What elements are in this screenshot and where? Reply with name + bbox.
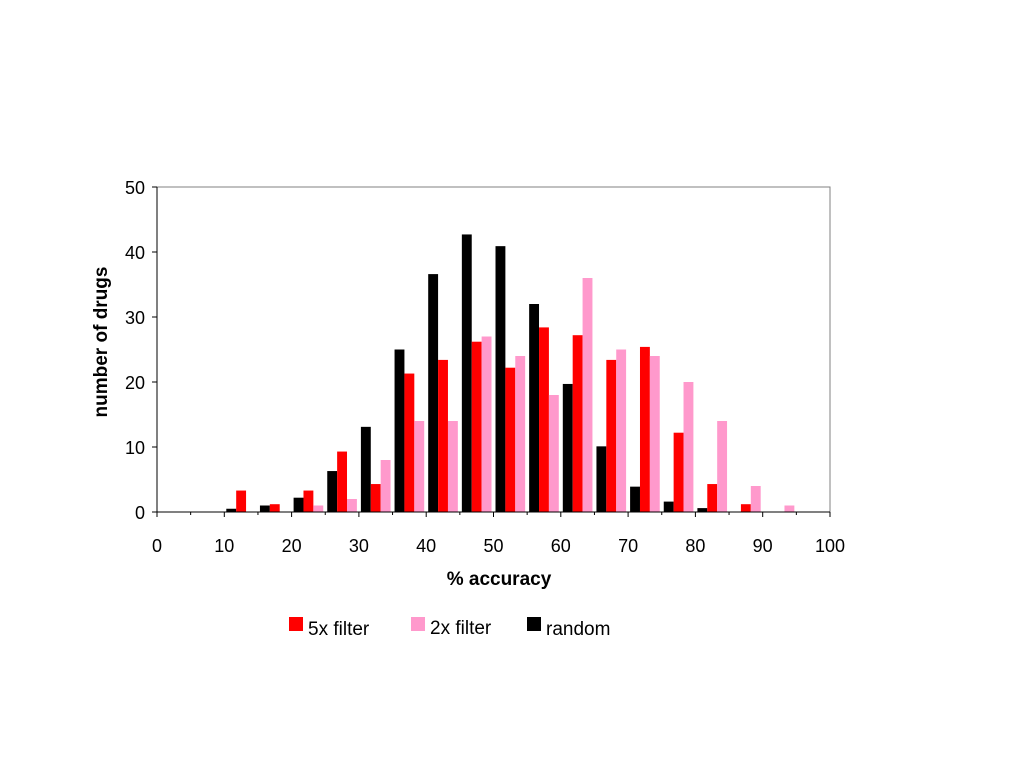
y-tick-label: 50 [125,178,145,198]
bar-5x-filter [740,504,751,512]
bar-random [663,501,674,512]
y-tick-label: 10 [125,438,145,458]
bar-2x-filter [548,395,559,512]
bar-2x-filter [649,356,660,512]
x-tick-label: 90 [753,536,773,556]
y-tick-label: 30 [125,308,145,328]
bar-5x-filter [438,359,448,512]
x-tick-label: 10 [214,536,234,556]
plot-frame [156,186,831,513]
legend-swatch-2x-filter [411,617,425,631]
bar-5x-filter [404,373,415,512]
bar-5x-filter [269,504,280,512]
bar-random [293,497,304,512]
bar-random [360,426,371,512]
x-tick-label: 50 [483,536,503,556]
bar-2x-filter [481,336,492,512]
bar-5x-filter [236,490,247,512]
bar-5x-filter [639,346,650,512]
y-axis-ticks: 0 10 20 30 40 50 [125,178,157,523]
bar-random [226,508,237,512]
x-tick-label: 80 [685,536,705,556]
x-tick-label: 40 [416,536,436,556]
bar-2x-filter [313,505,324,512]
bar-random [630,486,640,512]
bar-5x-filter [505,367,516,512]
bar-5x-filter [303,490,314,512]
bar-random [562,383,573,512]
bar-random [697,508,708,512]
y-tick-label: 20 [125,373,145,393]
bar-2x-filter [717,421,728,512]
bar-random [428,274,439,512]
x-axis-ticks: 0 10 20 30 40 50 60 70 80 90 100 [152,512,845,556]
legend-label-2x-filter: 2x filter [430,618,492,639]
legend-label-random: random [546,619,610,640]
bar-2x-filter [414,421,425,512]
bar-2x-filter [515,356,526,512]
bar-2x-filter [347,499,357,512]
x-tick-label: 30 [349,536,369,556]
bar-random [529,304,540,512]
x-tick-label: 70 [618,536,638,556]
y-tick-label: 40 [125,243,145,263]
x-tick-label: 60 [551,536,571,556]
bar-2x-filter [784,505,795,512]
x-tick-label: 100 [815,536,845,556]
bar-random [596,446,607,512]
bar-5x-filter [572,335,583,512]
bar-2x-filter [447,421,458,512]
bar-5x-filter [471,341,482,512]
bar-5x-filter [370,484,381,512]
legend-swatch-random [527,617,541,631]
legend: 5x filter 2x filter random [289,617,610,640]
x-axis-title: % accuracy [447,569,552,590]
bar-2x-filter [750,486,761,512]
legend-swatch-5x-filter [289,617,303,631]
y-tick-label: 0 [135,503,145,523]
bar-5x-filter [606,359,617,512]
bar-random [495,246,506,512]
bar-random [394,349,405,512]
plot-area: 0 10 20 30 40 50 60 70 80 90 100 0 10 20 30 40 50 [125,178,845,556]
bar-2x-filter [380,460,391,512]
bar-5x-filter [707,484,718,512]
bar-5x-filter [337,451,348,512]
bar-5x-filter [539,327,549,512]
bar-random [461,234,472,512]
legend-label-5x-filter: 5x filter [308,619,370,640]
x-tick-label: 0 [152,536,162,556]
bars-group [226,234,795,512]
y-axis-title: number of drugs [91,267,112,418]
bar-random [327,471,338,512]
x-tick-label: 20 [282,536,302,556]
bar-2x-filter [616,349,627,512]
bar-random [259,505,270,512]
bar-2x-filter [582,278,593,512]
bar-5x-filter [673,432,684,512]
bar-2x-filter [683,382,694,512]
